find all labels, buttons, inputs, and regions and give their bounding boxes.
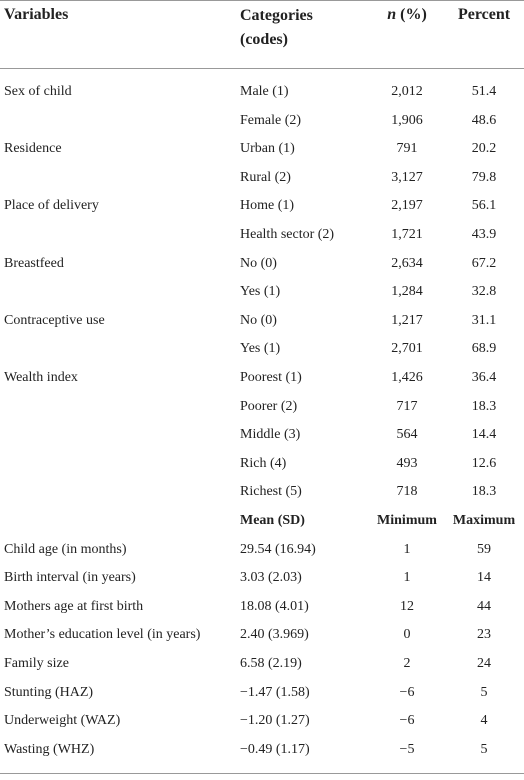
cell-percent: 44 <box>477 598 491 614</box>
cell-n: 1,426 <box>391 370 423 385</box>
cell-category: −0.49 (1.17) <box>240 741 310 757</box>
cell-n: 564 <box>396 427 418 443</box>
cell-variable: Mothers age at first birth <box>4 598 144 614</box>
cell-n: 791 <box>396 141 418 157</box>
cell-n: −6 <box>399 713 415 729</box>
cell-n: 718 <box>396 484 418 500</box>
cell-variable: Mother’s education level (in years) <box>4 627 201 643</box>
cell-n: 1,721 <box>391 227 423 242</box>
cell-percent: 43.9 <box>471 227 497 242</box>
cell-percent: 5 <box>480 684 488 700</box>
cell-n: −6 <box>399 684 415 700</box>
cell-category: Rural (2) <box>240 169 291 185</box>
subheader-percent: Maximum <box>452 513 516 528</box>
cell-percent: 56.1 <box>471 198 497 214</box>
cell-n: 1,217 <box>391 312 423 328</box>
cell-n: −5 <box>399 741 415 757</box>
cell-n: 493 <box>396 455 418 471</box>
cell-percent: 24 <box>477 656 491 671</box>
header-n-suffix: (%) <box>400 6 427 23</box>
cell-percent: 20.2 <box>471 141 497 157</box>
cell-n: 1,906 <box>391 112 423 128</box>
cell-percent: 36.4 <box>471 370 497 385</box>
cell-n: 717 <box>396 398 418 414</box>
cell-n: 2 <box>403 656 411 671</box>
cell-variable: Breastfeed <box>4 255 64 271</box>
cell-percent: 5 <box>480 741 488 757</box>
cell-n: 2,197 <box>391 198 423 214</box>
header-variables: Variables <box>4 6 69 23</box>
cell-category: 18.08 (4.01) <box>240 598 309 614</box>
cell-variable: Residence <box>4 141 62 157</box>
header-n: n (%) <box>370 3 444 27</box>
cell-n: 0 <box>403 627 411 643</box>
cell-category: −1.47 (1.58) <box>240 684 310 700</box>
cell-percent: 31.1 <box>471 312 497 328</box>
header-rule <box>0 68 524 69</box>
cell-percent: 4 <box>480 713 488 729</box>
cell-category: Female (2) <box>240 112 302 128</box>
cell-category: Yes (1) <box>240 341 281 357</box>
cell-percent: 51.4 <box>471 84 497 99</box>
cell-category: Male (1) <box>240 84 289 99</box>
cell-category: Yes (1) <box>240 284 281 300</box>
cell-percent: 14 <box>477 570 491 586</box>
cell-category: Middle (3) <box>240 427 301 443</box>
cell-category: Rich (4) <box>240 455 287 471</box>
cell-n: 3,127 <box>391 169 423 185</box>
cell-category: Home (1) <box>240 198 295 214</box>
cell-category: Richest (5) <box>240 484 302 500</box>
header-n-symbol: n <box>387 6 397 23</box>
cell-variable: Birth interval (in years) <box>4 570 136 586</box>
cell-category: 3.03 (2.03) <box>240 570 302 586</box>
cell-category: No (0) <box>240 255 277 271</box>
cell-percent: 14.4 <box>471 427 497 443</box>
cell-percent: 18.3 <box>471 398 497 414</box>
cell-category: 6.58 (2.19) <box>240 656 302 671</box>
cell-category: No (0) <box>240 312 277 328</box>
cell-percent: 23 <box>477 627 491 643</box>
cell-n: 1 <box>403 570 411 586</box>
cell-variable: Child age (in months) <box>4 541 127 557</box>
cell-variable: Underweight (WAZ) <box>4 713 121 729</box>
cell-percent: 59 <box>477 541 491 557</box>
header-categories: Categories (codes) <box>240 7 313 48</box>
cell-category: −1.20 (1.27) <box>240 713 310 729</box>
cell-percent: 48.6 <box>471 112 497 128</box>
cell-category: 29.54 (16.94) <box>240 541 316 557</box>
cell-variable: Wasting (WHZ) <box>4 741 95 757</box>
cell-category: 2.40 (3.969) <box>240 627 309 643</box>
cell-category: Poorest (1) <box>240 370 302 385</box>
cell-n: 2,634 <box>391 255 423 271</box>
cell-category: Urban (1) <box>240 141 295 157</box>
subheader-category: Mean (SD) <box>240 513 305 528</box>
cell-percent: 68.9 <box>471 341 497 357</box>
cell-n: 1 <box>403 541 411 557</box>
cell-variable: Wealth index <box>4 370 78 385</box>
cell-percent: 12.6 <box>471 455 497 471</box>
subheader-n: Minimum <box>377 513 437 528</box>
cell-variable: Family size <box>4 656 69 671</box>
cell-variable: Sex of child <box>4 84 72 99</box>
cell-n: 1,284 <box>391 284 423 300</box>
top-rule <box>0 0 524 1</box>
cell-n: 12 <box>400 598 414 614</box>
cell-n: 2,012 <box>391 84 423 99</box>
cell-n: 2,701 <box>391 341 423 357</box>
cell-variable: Stunting (HAZ) <box>4 684 94 700</box>
header-percent: Percent <box>457 6 511 23</box>
cell-percent: 67.2 <box>471 255 497 271</box>
cell-percent: 18.3 <box>471 484 497 500</box>
cell-percent: 79.8 <box>471 169 497 185</box>
cell-variable: Contraceptive use <box>4 312 105 328</box>
cell-percent: 32.8 <box>471 284 497 300</box>
cell-category: Health sector (2) <box>240 227 335 242</box>
cell-variable: Place of delivery <box>4 198 99 214</box>
cell-category: Poorer (2) <box>240 398 298 414</box>
bottom-rule <box>0 773 524 774</box>
